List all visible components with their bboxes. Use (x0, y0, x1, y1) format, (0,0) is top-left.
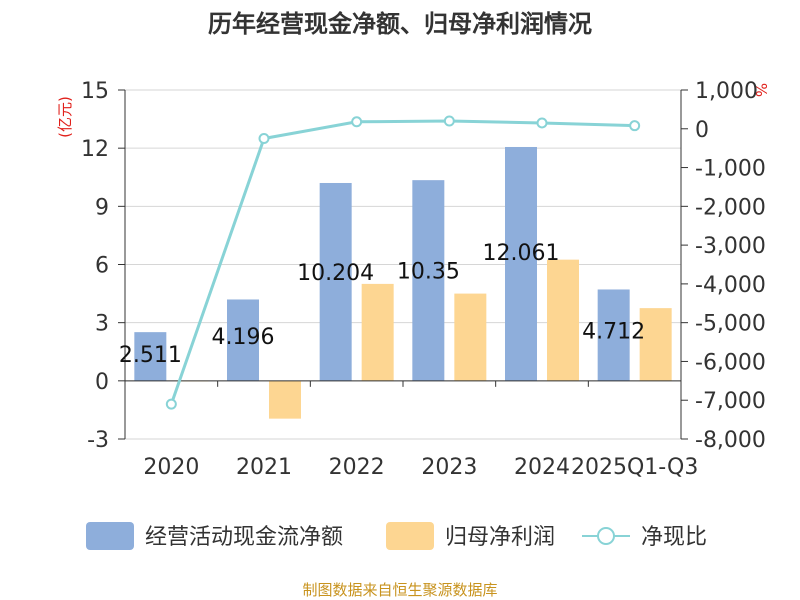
bar-net-profit[interactable] (639, 308, 672, 381)
x-axis-tick-label: 2024 (514, 455, 570, 480)
bar-cashflow[interactable] (597, 289, 630, 381)
ratio-point[interactable] (443, 115, 455, 127)
bar-net-profit[interactable] (547, 259, 579, 381)
left-axis-tick-label: 9 (95, 195, 109, 220)
axes: -3 0 3 6 9 12 15 1,000 0 -1,000 -2,000 -3,000 -4,000… (81, 79, 766, 480)
right-axis-tick-label: 0 (695, 118, 709, 143)
legend-swatch-cashflow[interactable] (86, 522, 134, 550)
right-axis-tick-label: -3,000 (695, 234, 766, 259)
legend-label-ratio[interactable]: 净现比 (641, 525, 707, 550)
left-axis-tick-label: 3 (95, 312, 109, 337)
bar-net-profit[interactable] (269, 380, 301, 419)
bar-net-profit[interactable] (454, 293, 487, 381)
right-axis-tick-label: -2,000 (695, 195, 766, 220)
x-axis-tick-label: 2023 (421, 455, 477, 480)
legend-label-cashflow[interactable]: 经营活动现金流净额 (145, 525, 343, 550)
left-axis-tick-label: 6 (95, 254, 109, 279)
left-axis-unit: (亿元) (56, 96, 74, 138)
left-axis-tick-label: 15 (81, 79, 109, 104)
bars (134, 146, 672, 419)
ratio-point[interactable] (351, 116, 363, 128)
bar-cashflow[interactable] (505, 146, 537, 381)
right-axis-tick-label: 1,000 (695, 79, 758, 104)
data-label-cashflow: 10.35 (397, 259, 460, 284)
x-axis-tick-label: 2021 (236, 455, 292, 480)
ratio-point[interactable] (258, 132, 270, 144)
bar-cashflow[interactable] (227, 299, 259, 381)
right-axis-tick-label: -7,000 (695, 389, 766, 414)
x-axis-tick-label: 2022 (329, 455, 385, 480)
right-axis-tick-label: -5,000 (695, 312, 766, 337)
data-label-cashflow: 4.712 (582, 320, 645, 345)
data-label-cashflow: 12.061 (483, 241, 560, 266)
x-axis-tick-label: 2025Q1-Q3 (571, 455, 698, 480)
net-cash-ratio-line (165, 115, 641, 410)
legend-swatch-net-profit[interactable] (386, 522, 434, 550)
left-axis-tick-label: 0 (95, 370, 109, 395)
data-label-cashflow: 10.204 (297, 261, 374, 286)
right-axis-tick-label: -1,000 (695, 157, 766, 182)
x-axis-tick-label: 2020 (143, 455, 199, 480)
data-labels: 2.511 4.196 10.204 10.35 12.061 4.712 (119, 241, 645, 368)
legend-marker-ratio[interactable] (597, 527, 615, 545)
ratio-point[interactable] (629, 120, 641, 132)
data-label-cashflow: 2.511 (119, 343, 182, 368)
bar-cashflow[interactable] (412, 180, 445, 381)
source-note: 制图数据来自恒生聚源数据库 (302, 581, 497, 599)
bar-cashflow[interactable] (134, 332, 167, 381)
bar-net-profit[interactable] (361, 283, 394, 381)
left-axis-tick-label: -3 (87, 428, 109, 453)
left-axis-tick-label: 12 (81, 137, 109, 162)
data-label-cashflow: 4.196 (212, 325, 275, 350)
legend[interactable]: 经营活动现金流净额 归母净利润 净现比 (86, 522, 707, 550)
ratio-point[interactable] (536, 117, 548, 129)
legend-label-net-profit[interactable]: 归母净利润 (445, 525, 555, 550)
bar-cashflow[interactable] (319, 182, 352, 381)
right-axis-tick-label: -8,000 (695, 428, 766, 453)
right-axis-unit: % (752, 83, 770, 97)
right-axis-tick-label: -4,000 (695, 273, 766, 298)
ratio-point[interactable] (165, 398, 177, 410)
chart-title: 历年经营现金净额、归母净利润情况 (208, 10, 592, 38)
right-axis-tick-label: -6,000 (695, 350, 766, 375)
ratio-line-path (169, 119, 635, 405)
